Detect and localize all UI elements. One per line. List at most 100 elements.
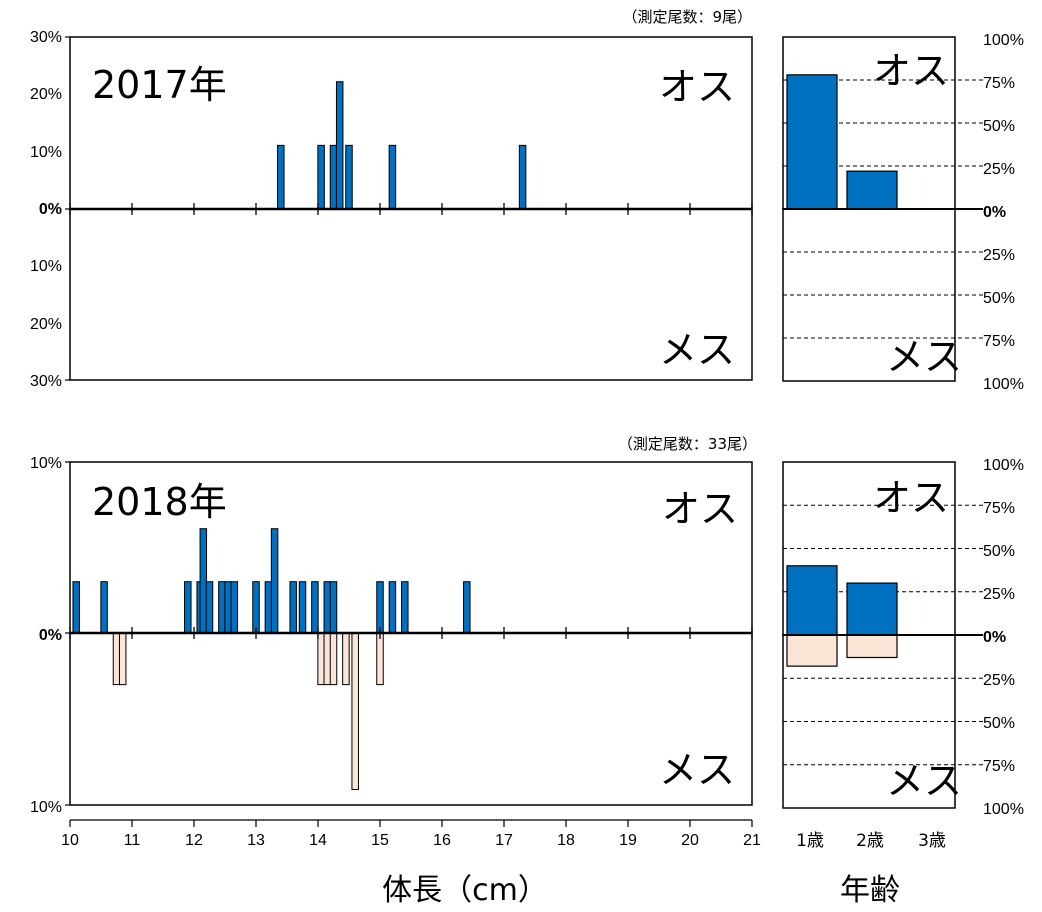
male-bar-2018-18: [388, 581, 397, 634]
x-tick-labels: 10 11 12 13 14 15 16 17 18 19 20 21: [61, 832, 761, 849]
male-bar-2017-2: [329, 144, 338, 210]
male-bar-2018-5: [205, 581, 214, 634]
female-bar-2018-5: [342, 632, 350, 686]
age-y-tick-2017-zero: 0%: [983, 204, 1006, 221]
male-bar-2018-7: [224, 581, 232, 634]
age-y-tick-2017-50-bottom: 50%: [983, 290, 1015, 307]
y-tick-2017-10-bottom: 10%: [30, 258, 62, 275]
age-tick-3: 3歳: [918, 831, 946, 851]
male-bar-2018-12: [289, 581, 297, 634]
male-bar-2018-9: [252, 581, 260, 634]
age-female-bar-2018-1: [846, 634, 898, 659]
x-tick-label-13: 13: [247, 832, 265, 849]
age-tick-1: 1歳: [796, 831, 824, 851]
panel-title-2017: 2017年: [92, 63, 227, 107]
male-bar-2017-0: [277, 144, 285, 210]
age-y-tick-2017-100-bottom: 100%: [983, 376, 1024, 393]
male-bar-2017-3: [335, 81, 344, 210]
y-tick-2017-zero: 0%: [39, 201, 62, 218]
age-y-tick-2018-50-top: 50%: [983, 543, 1015, 560]
age-y-tick-2018-50-bottom: 50%: [983, 715, 1015, 732]
female-bar-2018-6: [351, 632, 359, 791]
female-bar-2018-2: [317, 632, 325, 686]
x-tick-label-14: 14: [309, 832, 327, 849]
male-bar-2017-5: [388, 144, 397, 210]
y-tick-2017-20-top: 20%: [30, 86, 62, 103]
age-y-tick-2017-75-top: 75%: [983, 75, 1015, 92]
female-bar-2018-4: [329, 632, 338, 686]
age-female-bar-2018-0: [786, 634, 838, 667]
age-male-bar-2017-0: [786, 74, 838, 210]
male-bar-2018-17: [376, 581, 384, 634]
x-tick-label-17: 17: [495, 832, 513, 849]
age-y-tick-2017-75-bottom: 75%: [983, 333, 1015, 350]
female-bar-2018-0: [112, 632, 121, 686]
x-tick-label-18: 18: [557, 832, 575, 849]
male-bar-2018-19: [401, 581, 409, 634]
x-tick-label-16: 16: [433, 832, 451, 849]
y-tick-2018-10-top: 10%: [30, 455, 62, 472]
age-male-bar-2017-1: [846, 170, 898, 210]
female-bar-2018-3: [323, 632, 332, 686]
male-bar-2018-8: [230, 581, 239, 634]
male-bar-2018-11: [270, 528, 279, 634]
female-bar-2018-7: [376, 632, 384, 686]
male-bar-2018-6: [218, 581, 226, 634]
age-male-label-2018: オス: [873, 476, 949, 520]
x-tick-label-21: 21: [743, 832, 761, 849]
male-bar-2018-15: [323, 581, 332, 634]
x-tick-label-12: 12: [185, 832, 203, 849]
age-axis-title: 年齢: [840, 873, 900, 908]
male-bar-2018-14: [311, 581, 319, 634]
male-bar-2017-1: [317, 144, 325, 210]
age-male-label-2017: オス: [873, 49, 949, 93]
male-label-2017: オス: [659, 65, 735, 109]
age-female-label-2018: メス: [886, 759, 962, 803]
male-bar-2018-10: [264, 581, 273, 634]
age-y-tick-2018-zero: 0%: [983, 629, 1006, 646]
age-y-tick-2018-100-top: 100%: [983, 457, 1024, 474]
x-tick-label-10: 10: [61, 832, 79, 849]
age-y-tick-2018-25-bottom: 25%: [983, 672, 1015, 689]
y-tick-2017-30-top: 30%: [30, 29, 62, 46]
male-bar-2018-16: [329, 581, 338, 634]
age-y-tick-2017-100-top: 100%: [983, 32, 1024, 49]
age-y-tick-2017-25-top: 25%: [983, 161, 1015, 178]
age-male-bar-2018-0: [786, 565, 838, 636]
y-tick-2018-10-bottom: 10%: [30, 799, 62, 816]
female-label-2018: メス: [659, 748, 735, 792]
x-tick-label-15: 15: [371, 832, 389, 849]
panel-title-2018: 2018年: [92, 480, 227, 524]
male-label-2018: オス: [662, 487, 738, 531]
x-tick-label-20: 20: [681, 832, 699, 849]
age-female-label-2017: メス: [886, 335, 962, 379]
male-bar-2018-4: [199, 528, 208, 634]
age-y-tick-2017-50-top: 50%: [983, 118, 1015, 135]
chart-marks: [65, 36, 983, 827]
sample-note-2018: （測定尾数：33尾）: [618, 435, 757, 453]
female-label-2017: メス: [659, 328, 735, 372]
male-bar-2017-4: [345, 144, 353, 210]
y-tick-2017-20-bottom: 20%: [30, 316, 62, 333]
age-y-tick-2018-75-bottom: 75%: [983, 758, 1015, 775]
age-y-tick-2018-100-bottom: 100%: [983, 801, 1024, 818]
age-tick-2: 2歳: [856, 831, 884, 851]
y-tick-2017-30-bottom: 30%: [30, 373, 62, 390]
male-bar-2017-6: [518, 144, 527, 210]
male-bar-2018-1: [100, 581, 108, 634]
y-tick-2018-zero: 0%: [39, 627, 62, 644]
age-male-bar-2018-1: [846, 582, 898, 636]
male-bar-2018-2: [184, 581, 192, 634]
y-tick-2017-10-top: 10%: [30, 144, 62, 161]
male-bar-2018-13: [298, 581, 307, 634]
male-bar-2018-20: [463, 581, 471, 634]
age-y-tick-2018-75-top: 75%: [983, 500, 1015, 517]
x-tick-label-11: 11: [124, 832, 141, 849]
x-tick-label-19: 19: [619, 832, 637, 849]
female-bar-2018-1: [118, 632, 127, 686]
x-axis-title: 体長（cm）: [382, 873, 548, 908]
male-bar-2018-0: [72, 581, 80, 634]
age-y-tick-2018-25-top: 25%: [983, 586, 1015, 603]
sample-note-2017: （測定尾数：9尾）: [622, 8, 752, 26]
